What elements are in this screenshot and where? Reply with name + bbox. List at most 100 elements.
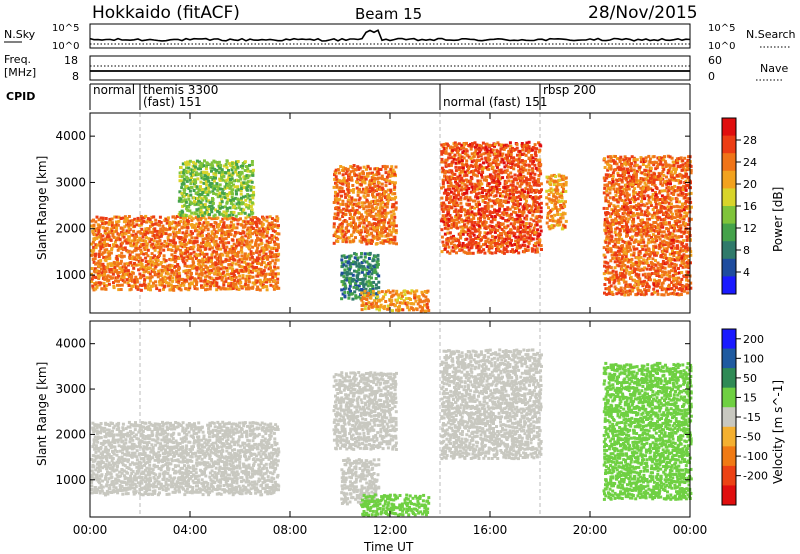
- data-cell: [511, 231, 515, 235]
- data-cell: [129, 287, 133, 291]
- data-cell: [191, 217, 195, 221]
- data-cell: [229, 220, 233, 224]
- data-cell: [154, 280, 158, 284]
- data-cell: [610, 238, 614, 242]
- data-cell: [440, 186, 443, 190]
- data-cell: [362, 172, 365, 175]
- data-cell: [562, 182, 566, 186]
- data-cell: [370, 268, 374, 271]
- data-cell: [127, 230, 131, 234]
- data-cell: [148, 230, 152, 234]
- data-cell: [197, 207, 201, 211]
- data-cell: [485, 178, 488, 182]
- nave-tick-low: 0: [708, 70, 715, 83]
- data-cell: [272, 235, 276, 239]
- data-cell: [257, 227, 261, 231]
- data-cell: [244, 277, 248, 281]
- data-cell: [206, 211, 210, 215]
- data-cell: [374, 177, 378, 181]
- data-cell: [235, 160, 239, 164]
- data-cell: [357, 198, 361, 202]
- data-cell: [244, 194, 248, 198]
- data-cell: [246, 176, 250, 180]
- data-cell: [340, 271, 344, 275]
- data-cell: [344, 195, 348, 199]
- data-cell: [515, 186, 519, 190]
- data-cell: [345, 270, 349, 274]
- data-cell: [188, 269, 192, 272]
- data-cell: [536, 232, 540, 236]
- data-cell: [481, 208, 485, 212]
- data-cell: [240, 187, 244, 190]
- data-cell: [166, 248, 170, 252]
- data-cell: [614, 182, 618, 186]
- data-cell: [458, 154, 462, 158]
- data-cell: [177, 199, 181, 203]
- data-cell: [257, 262, 261, 266]
- data-cell: [359, 228, 363, 232]
- data-cell: [237, 250, 240, 254]
- data-cell: [474, 243, 478, 247]
- data-cell: [478, 233, 481, 237]
- data-cell: [209, 163, 213, 167]
- data-cell: [97, 235, 101, 239]
- data-cell: [605, 227, 609, 231]
- data-cell: [212, 228, 216, 231]
- data-cell: [522, 240, 526, 244]
- data-cell: [460, 218, 464, 222]
- data-cell: [228, 162, 231, 166]
- data-cell: [490, 230, 494, 234]
- data-cell: [255, 256, 259, 260]
- data-cell: [517, 190, 521, 194]
- data-cell: [250, 208, 254, 212]
- data-cell: [621, 274, 625, 278]
- data-cell: [91, 250, 95, 254]
- data-cell: [139, 260, 143, 264]
- data-cell: [478, 179, 482, 183]
- data-cell: [177, 220, 181, 224]
- data-cell: [608, 265, 612, 269]
- data-cell: [125, 238, 129, 242]
- data-cell: [113, 267, 117, 271]
- data-cell: [609, 259, 613, 263]
- data-cell: [534, 209, 538, 213]
- data-cell: [534, 154, 538, 158]
- data-cell: [260, 280, 264, 284]
- data-cell: [446, 180, 450, 184]
- data-cell: [352, 188, 356, 191]
- data-cell: [181, 243, 185, 247]
- data-cell: [489, 162, 493, 166]
- data-cell: [267, 262, 271, 265]
- data-cell: [375, 213, 379, 217]
- data-cell: [370, 305, 374, 309]
- data-cell: [251, 245, 255, 249]
- data-cell: [181, 216, 185, 220]
- data-cell: [181, 195, 185, 199]
- data-cell: [548, 175, 552, 179]
- data-cell: [240, 210, 244, 214]
- data-cell: [124, 232, 128, 236]
- data-cell: [460, 185, 464, 189]
- data-cell: [233, 185, 237, 189]
- data-cell: [185, 193, 189, 196]
- data-cell: [381, 231, 385, 235]
- data-cell: [613, 256, 617, 260]
- data-cell: [211, 201, 215, 205]
- data-cell: [602, 246, 606, 250]
- data-cell: [491, 199, 495, 203]
- data-cell: [610, 271, 614, 275]
- data-cell: [267, 255, 271, 259]
- data-cell: [615, 187, 619, 191]
- data-cell: [548, 218, 552, 222]
- data-cell: [524, 168, 528, 172]
- cpid-segment-label: (fast) 151: [143, 95, 202, 109]
- data-cell: [518, 210, 521, 214]
- data-cell: [449, 177, 453, 181]
- data-cell: [397, 308, 401, 312]
- data-cell: [604, 287, 608, 291]
- data-cell: [249, 231, 253, 235]
- data-cell: [452, 177, 456, 180]
- data-cell: [617, 281, 621, 285]
- data-cell: [387, 307, 391, 311]
- data-cell: [91, 229, 95, 233]
